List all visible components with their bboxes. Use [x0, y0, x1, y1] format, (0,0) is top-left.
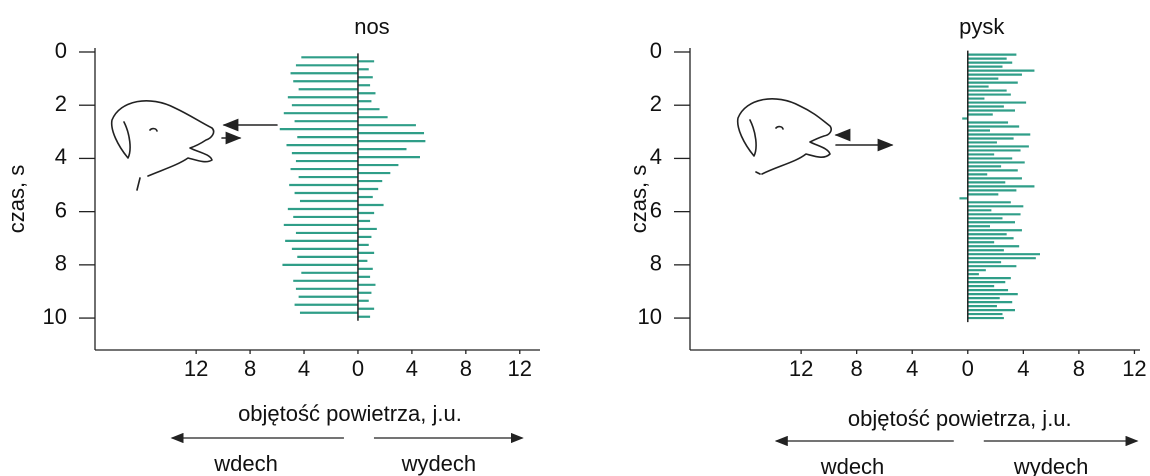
- y-tick-label: 4: [650, 144, 662, 169]
- exhale-label: wydech: [401, 451, 477, 476]
- chart-title: pysk: [959, 14, 1005, 39]
- inhale-label: wdech: [213, 451, 278, 476]
- x-tick-label: 0: [962, 356, 974, 381]
- x-tick-label: 8: [1073, 356, 1085, 381]
- dog-sketch-mouth: [736, 98, 894, 175]
- y-tick-label: 6: [55, 197, 67, 222]
- x-tick-label: 8: [460, 356, 472, 381]
- x-tick-label: 12: [1122, 356, 1146, 381]
- inhale-label: wdech: [820, 454, 885, 476]
- y-tick-label: 4: [55, 144, 67, 169]
- x-tick-label: 4: [298, 356, 310, 381]
- y-tick-label: 0: [650, 38, 662, 63]
- y-tick-label: 8: [650, 251, 662, 276]
- x-axis-label: objętość powietrza, j.u.: [848, 406, 1072, 431]
- y-tick-label: 8: [55, 251, 67, 276]
- y-tick-label: 2: [650, 91, 662, 116]
- x-tick-label: 8: [244, 356, 256, 381]
- y-tick-label: 6: [650, 197, 662, 222]
- x-tick-label: 0: [352, 356, 364, 381]
- y-tick-label: 10: [638, 304, 662, 329]
- x-tick-label: 8: [851, 356, 863, 381]
- y-axis-label: czas, s: [4, 165, 29, 233]
- dog-sketch-nose: [110, 100, 278, 191]
- y-tick-label: 0: [55, 38, 67, 63]
- x-axis-label: objętość powietrza, j.u.: [238, 401, 462, 426]
- x-tick-label: 4: [906, 356, 918, 381]
- x-tick-label: 12: [789, 356, 813, 381]
- exhale-label: wydech: [1013, 454, 1089, 476]
- x-tick-label: 12: [184, 356, 208, 381]
- y-axis-label: czas, s: [626, 165, 651, 233]
- x-tick-label: 4: [406, 356, 418, 381]
- y-tick-label: 10: [43, 304, 67, 329]
- y-tick-label: 2: [55, 91, 67, 116]
- x-tick-label: 12: [508, 356, 532, 381]
- chart-title: nos: [354, 14, 389, 39]
- x-tick-label: 4: [1017, 356, 1029, 381]
